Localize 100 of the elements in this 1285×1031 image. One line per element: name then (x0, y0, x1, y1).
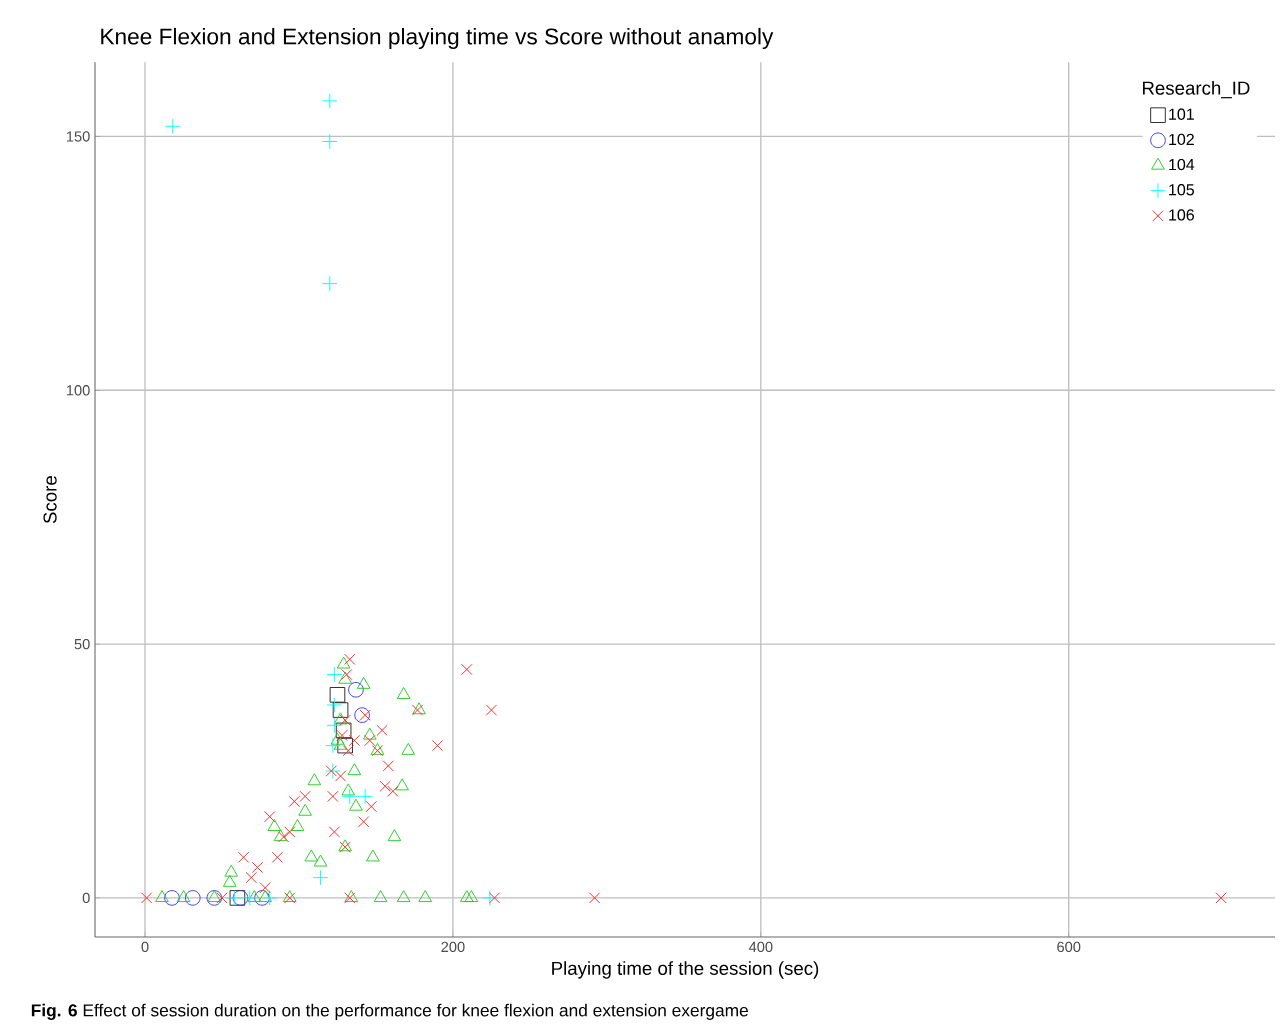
point (325, 763, 341, 779)
point (271, 851, 284, 863)
legend-label: 101 (1169, 108, 1194, 120)
point (298, 803, 312, 816)
point (365, 800, 377, 813)
point (387, 785, 399, 797)
point (299, 790, 311, 803)
point (333, 737, 348, 750)
point (379, 780, 391, 792)
point (164, 118, 181, 135)
point (277, 831, 290, 843)
point (387, 829, 402, 842)
point (325, 737, 341, 754)
legend-label: 104 (1169, 158, 1195, 171)
point (258, 890, 272, 903)
point (337, 737, 353, 754)
point (288, 795, 301, 808)
point (373, 890, 388, 903)
point (321, 133, 338, 150)
point (254, 890, 270, 906)
text: Fig. 6 Effect of session duration on the performance for knee flexion and extension exergame (31, 1003, 748, 1020)
y-tick-label: 0 (82, 892, 90, 904)
point (336, 656, 351, 669)
x-tick-label: 600 (1057, 941, 1081, 953)
point (382, 760, 394, 772)
point (459, 890, 474, 903)
point (342, 745, 354, 757)
point (396, 890, 411, 903)
point (321, 93, 338, 109)
point (284, 826, 296, 838)
point (333, 712, 348, 725)
point (273, 829, 288, 842)
point (356, 676, 371, 689)
point (326, 697, 343, 713)
point (418, 890, 433, 903)
point (259, 882, 271, 894)
point (325, 765, 337, 777)
point (341, 788, 358, 805)
point (328, 826, 341, 838)
point (364, 734, 376, 747)
x-tick-label: 400 (748, 941, 773, 953)
point (329, 687, 346, 703)
legend-label: 106 (1169, 209, 1194, 221)
point (332, 702, 349, 718)
point (488, 892, 501, 904)
point (485, 704, 498, 716)
point (341, 783, 356, 796)
point (312, 869, 329, 886)
point (464, 890, 479, 903)
point (395, 778, 409, 791)
point (357, 816, 370, 828)
y-tick-label: 100 (66, 385, 90, 396)
point (335, 722, 352, 739)
point (140, 892, 153, 904)
point (401, 742, 416, 755)
point (588, 892, 601, 904)
point (237, 851, 250, 863)
x-tick-label: 200 (441, 941, 465, 953)
point (357, 788, 373, 805)
point (216, 892, 228, 904)
point (359, 709, 371, 721)
point (344, 653, 356, 665)
y-axis-title: Score (43, 476, 57, 524)
point (330, 732, 345, 745)
point (348, 681, 364, 698)
point (327, 790, 339, 803)
point (431, 739, 444, 752)
point (241, 890, 258, 906)
point (461, 663, 473, 676)
point (339, 714, 351, 726)
point (348, 734, 361, 747)
y-tick-label: 50 (74, 638, 90, 650)
point (267, 819, 282, 831)
point (366, 849, 380, 862)
point (326, 717, 343, 734)
point (326, 666, 343, 683)
point (176, 890, 191, 903)
point (313, 854, 328, 867)
point (307, 773, 322, 786)
y-tick-label: 150 (66, 131, 90, 142)
point (184, 890, 201, 906)
point (336, 729, 348, 742)
point (362, 727, 377, 740)
point (354, 707, 370, 723)
point (376, 724, 388, 737)
point (222, 874, 237, 887)
point (321, 275, 338, 292)
point (245, 871, 257, 884)
point (347, 763, 362, 776)
x-axis-title: Playing time of the session (sec) (552, 961, 819, 979)
point (482, 890, 498, 906)
point (290, 819, 305, 831)
point (261, 890, 278, 906)
point (264, 811, 276, 823)
point (247, 890, 262, 903)
point (164, 890, 180, 906)
point (304, 849, 319, 862)
point (251, 861, 264, 874)
point (155, 890, 169, 903)
legend-label: 102 (1169, 133, 1194, 146)
